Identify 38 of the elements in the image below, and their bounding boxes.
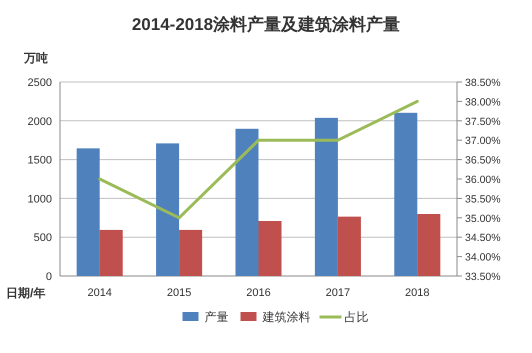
y2-tick-label: 34.00% (465, 252, 501, 264)
y-tick-label: 2500 (28, 77, 52, 89)
y2-tick-label: 37.50% (465, 116, 501, 128)
y2-tick-label: 36.00% (465, 174, 501, 186)
y2-tick-label: 35.50% (465, 193, 501, 206)
x-tick-label: 2014 (87, 287, 112, 299)
y2-tick-label: 38.00% (465, 96, 501, 108)
y2-tick-label: 37.00% (465, 135, 501, 148)
bar (417, 214, 440, 276)
y2-tick-label: 35.00% (465, 212, 501, 225)
y-axis-title: 万吨 (23, 51, 48, 65)
y-tick-label: 2000 (28, 116, 52, 128)
bar (100, 230, 123, 276)
x-tick-label: 2017 (326, 287, 350, 299)
bar (338, 216, 361, 276)
legend-label: 占比 (344, 310, 368, 324)
y2-tick-label: 36.50% (465, 154, 501, 167)
y-tick-label: 1000 (28, 193, 52, 206)
legend-label: 建筑涂料 (262, 310, 310, 324)
bar (76, 148, 100, 276)
y2-tick-label: 38.50% (465, 77, 501, 89)
y2-tick-label: 33.50% (465, 271, 501, 283)
y-tick-label: 500 (34, 232, 52, 244)
chart-title: 2014-2018涂料产量及建筑涂料产量 (132, 15, 400, 34)
y-tick-label: 1500 (28, 154, 52, 167)
bar (235, 128, 258, 276)
y2-tick-label: 34.50% (465, 232, 501, 244)
bar (258, 220, 282, 276)
x-tick-label: 2015 (166, 287, 192, 299)
legend-label: 产量 (204, 310, 228, 324)
x-tick-label: 2016 (246, 287, 271, 299)
bar (179, 230, 202, 276)
x-axis-title: 日期/年 (6, 286, 46, 300)
y-tick-label: 0 (46, 271, 52, 283)
bar (156, 143, 180, 276)
bar (394, 112, 418, 276)
x-tick-label: 2018 (405, 287, 430, 299)
bar (314, 118, 338, 276)
